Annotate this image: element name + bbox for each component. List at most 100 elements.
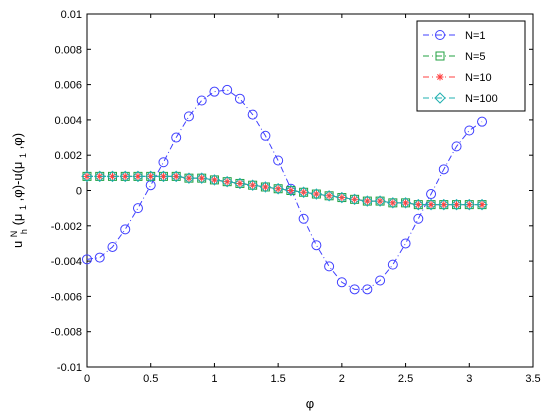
series-n-1-marker xyxy=(183,111,194,122)
series-n-100-marker xyxy=(119,170,131,183)
series-n-10-marker xyxy=(198,174,206,182)
series-n-1-marker xyxy=(247,109,258,120)
x-tick-label: 0 xyxy=(84,373,90,385)
y-axis-ticks: -0.01 -0.008 -0.006 -0.004 -0.002 0 0.002 0.004… xyxy=(51,9,533,374)
y-label-sub: h xyxy=(19,229,29,234)
series-n-1-marker xyxy=(82,254,92,265)
series-n-100-marker xyxy=(170,170,182,183)
series-n-100-marker xyxy=(195,172,208,184)
series-n-1-marker xyxy=(298,213,309,224)
series-n-100-marker xyxy=(81,170,93,183)
y-tick-label: 0 xyxy=(76,186,82,198)
legend-n-100-label: N=100 xyxy=(465,93,498,105)
series-n-1-marker xyxy=(311,240,322,251)
x-axis-label: φ xyxy=(306,396,314,411)
series-n-100-marker xyxy=(361,195,374,207)
y-tick-label: 0.002 xyxy=(54,150,82,162)
series-n-5-marker xyxy=(388,198,398,208)
x-tick-label: 0.5 xyxy=(143,373,158,385)
series-n-5-marker xyxy=(324,191,334,201)
series-n-100-marker xyxy=(157,170,170,183)
series-n-1-marker xyxy=(222,84,233,95)
series-n-5-marker xyxy=(260,182,270,192)
series-n-10-marker xyxy=(261,183,269,191)
series-n-5-marker xyxy=(248,180,258,190)
series-n-100-marker xyxy=(336,191,348,204)
x-tick-label: 2.5 xyxy=(398,373,413,385)
series-n-10-marker xyxy=(108,172,116,180)
series-n-1-marker xyxy=(336,277,347,288)
series-n-1-marker xyxy=(349,284,360,295)
y-tick-label: 0.004 xyxy=(54,115,82,127)
series-n-5-marker xyxy=(235,178,245,188)
y-label-sub2: 1 xyxy=(18,205,28,210)
y-tick-label: -0.002 xyxy=(51,221,82,233)
y-label-tail: ,φ) xyxy=(10,133,25,149)
y-label-mid2: ,φ)-u(μ xyxy=(10,162,25,202)
series-n-1-marker xyxy=(451,141,462,152)
series-n-100-line xyxy=(87,175,483,206)
series-n-100-marker xyxy=(476,198,488,211)
series-n-1-marker xyxy=(477,116,488,127)
x-tick-label: 3.5 xyxy=(525,373,540,385)
legend-box xyxy=(416,20,526,112)
series-n-5-marker xyxy=(299,187,309,197)
series-n-100-marker xyxy=(412,198,425,211)
legend-n-5: N=5 xyxy=(423,51,486,63)
series-n-1-marker xyxy=(94,252,105,263)
y-label-mid: (μ xyxy=(10,214,25,226)
series-n-10-marker xyxy=(223,178,231,186)
series-n-10-marker xyxy=(376,197,384,205)
series-n-100-marker xyxy=(297,186,310,198)
series-n-1-marker xyxy=(464,125,475,136)
legend-n-10-marker xyxy=(436,73,444,81)
series-n-1-marker xyxy=(375,275,386,286)
series-n-1-marker xyxy=(234,93,245,104)
series-n-1-marker xyxy=(273,155,284,166)
series-n-1-marker xyxy=(438,164,449,175)
series-n-5-marker xyxy=(209,175,219,185)
series-n-5-marker xyxy=(273,184,283,194)
series-n-100-marker xyxy=(145,170,157,183)
y-axis-label: u N h (μ 1 ,φ)-u(μ 1 ,φ) xyxy=(5,133,30,248)
series-n-100-marker xyxy=(323,190,335,202)
series-n-10-marker xyxy=(249,181,257,189)
legend-n-100: N=100 xyxy=(423,92,498,105)
series-n-10-marker xyxy=(389,199,397,207)
legend-n-1-marker xyxy=(435,30,445,40)
series-n-100-marker xyxy=(106,170,119,183)
series-n-10-marker xyxy=(427,201,435,209)
series-n-100-marker xyxy=(387,197,399,209)
y-tick-label: -0.004 xyxy=(51,256,82,268)
legend-n-10-label: N=10 xyxy=(465,72,492,84)
series-n-5-marker xyxy=(337,193,347,203)
y-tick-label: 0.006 xyxy=(54,80,82,92)
series-n-100-marker xyxy=(259,181,272,193)
series-n-100-marker xyxy=(234,177,246,190)
x-tick-label: 3 xyxy=(466,373,472,385)
series-n-1-marker xyxy=(260,130,271,141)
series-n-10-marker xyxy=(402,199,410,207)
y-tick-label: -0.01 xyxy=(57,362,82,374)
series-n-5-marker xyxy=(413,200,423,210)
series-n-10-marker xyxy=(236,179,244,187)
legend-n-1: N=1 xyxy=(423,30,486,42)
x-tick-label: 2 xyxy=(339,373,345,385)
series-n-100-marker xyxy=(425,198,437,211)
series-n-100-marker xyxy=(463,198,475,211)
series-n-1-marker xyxy=(387,259,398,270)
y-tick-label: -0.006 xyxy=(51,291,82,303)
series-n-1-marker xyxy=(107,241,118,252)
series-n-100-marker xyxy=(438,198,450,211)
legend-n-5-label: N=5 xyxy=(465,51,486,63)
x-axis-ticks: 0 0.5 1 1.5 2 2.5 3 3.5 xyxy=(84,14,541,385)
series-n-100-marker xyxy=(208,174,221,186)
series-layer xyxy=(81,84,488,295)
series-n-1-marker xyxy=(132,203,143,214)
series-n-1-marker xyxy=(120,224,131,235)
series-n-100-marker xyxy=(272,183,284,195)
series-n-10-marker xyxy=(210,176,218,184)
series-n-5-marker xyxy=(171,171,181,181)
series-n-100-marker xyxy=(94,170,106,183)
